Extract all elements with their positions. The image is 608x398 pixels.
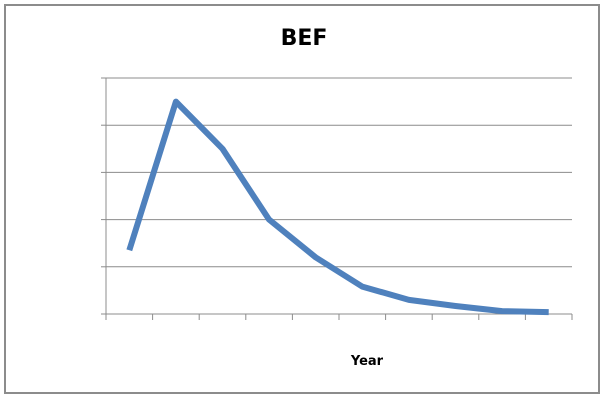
- gridlines: [106, 77, 572, 315]
- chart-frame: [4, 4, 600, 394]
- axes: [101, 77, 573, 320]
- series-group: [126, 98, 549, 316]
- chart-title: BEF: [280, 26, 328, 51]
- series-line: [126, 98, 549, 316]
- x-axis-label: Year: [350, 354, 384, 369]
